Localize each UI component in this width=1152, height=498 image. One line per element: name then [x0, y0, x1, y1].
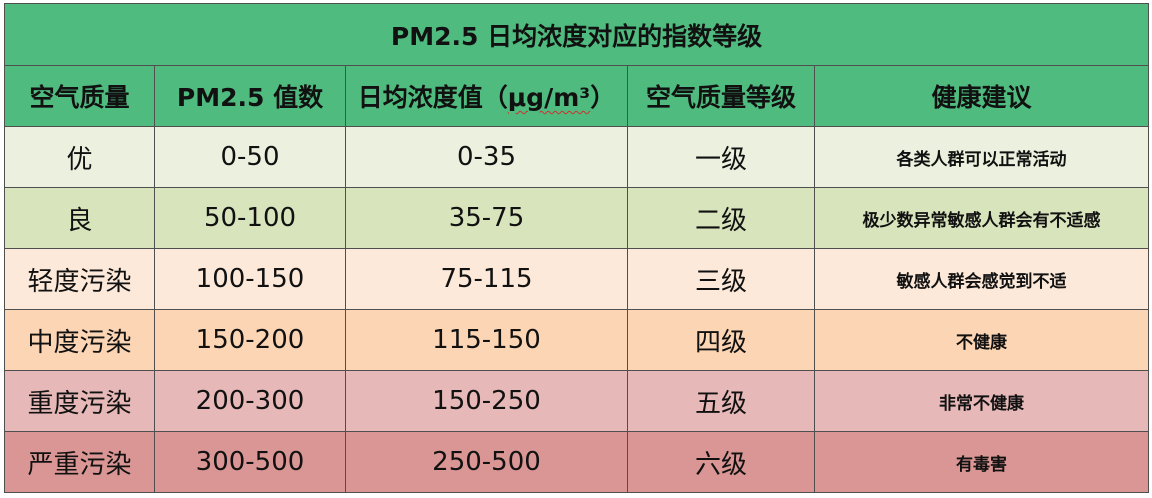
cell-level: 六级	[627, 431, 815, 493]
cell-advice: 有毒害	[813, 431, 1150, 493]
cell-pm25-index: 150-200	[154, 309, 346, 371]
table-row: 重度污染 200-300 150-250 五级 非常不健康	[4, 370, 1150, 432]
cell-daily-concentration: 0-35	[345, 126, 628, 188]
cell-pm25-index: 300-500	[154, 431, 346, 493]
header-conc-prefix: 日均浓度值（	[357, 83, 508, 112]
cell-quality: 轻度污染	[4, 248, 155, 310]
cell-advice: 极少数异常敏感人群会有不适感	[813, 187, 1150, 249]
table-row: 严重污染 300-500 250-500 六级 有毒害	[4, 431, 1150, 493]
header-quality: 空气质量	[4, 65, 155, 127]
header-conc-suffix: ）	[590, 83, 616, 112]
cell-pm25-index: 0-50	[154, 126, 346, 188]
cell-advice: 非常不健康	[813, 370, 1150, 432]
cell-daily-concentration: 35-75	[345, 187, 628, 249]
cell-advice: 各类人群可以正常活动	[813, 126, 1150, 188]
cell-pm25-index: 100-150	[154, 248, 346, 310]
cell-level: 五级	[627, 370, 815, 432]
cell-level: 四级	[627, 309, 815, 371]
cell-pm25-index: 50-100	[154, 187, 346, 249]
pm25-level-table: PM2.5 日均浓度对应的指数等级 空气质量 PM2.5 值数 日均浓度值（μg…	[3, 3, 1150, 493]
header-conc-unit: μg/m³	[507, 83, 591, 112]
cell-daily-concentration: 115-150	[345, 309, 628, 371]
header-advice: 健康建议	[813, 65, 1150, 127]
cell-advice: 不健康	[813, 309, 1150, 371]
table-row: 中度污染 150-200 115-150 四级 不健康	[4, 309, 1150, 371]
table-row: 良 50-100 35-75 二级 极少数异常敏感人群会有不适感	[4, 187, 1150, 249]
header-pm25-index: PM2.5 值数	[154, 65, 346, 127]
cell-level: 二级	[627, 187, 815, 249]
cell-daily-concentration: 75-115	[345, 248, 628, 310]
cell-daily-concentration: 250-500	[345, 431, 628, 493]
cell-quality: 中度污染	[4, 309, 155, 371]
title-row: PM2.5 日均浓度对应的指数等级	[3, 3, 1150, 66]
cell-level: 三级	[627, 248, 815, 310]
header-level: 空气质量等级	[627, 65, 815, 127]
header-row: 空气质量 PM2.5 值数 日均浓度值（μg/m³） 空气质量等级 健康建议	[4, 65, 1150, 127]
table-title: PM2.5 日均浓度对应的指数等级	[3, 3, 1150, 66]
cell-quality: 重度污染	[4, 370, 155, 432]
table-row: 优 0-50 0-35 一级 各类人群可以正常活动	[4, 126, 1150, 188]
cell-advice: 敏感人群会感觉到不适	[813, 248, 1150, 310]
header-daily-concentration: 日均浓度值（μg/m³）	[345, 65, 628, 127]
cell-pm25-index: 200-300	[154, 370, 346, 432]
cell-level: 一级	[627, 126, 815, 188]
cell-daily-concentration: 150-250	[345, 370, 628, 432]
cell-quality: 严重污染	[4, 431, 155, 493]
cell-quality: 良	[4, 187, 155, 249]
cell-quality: 优	[4, 126, 155, 188]
table-row: 轻度污染 100-150 75-115 三级 敏感人群会感觉到不适	[4, 248, 1150, 310]
